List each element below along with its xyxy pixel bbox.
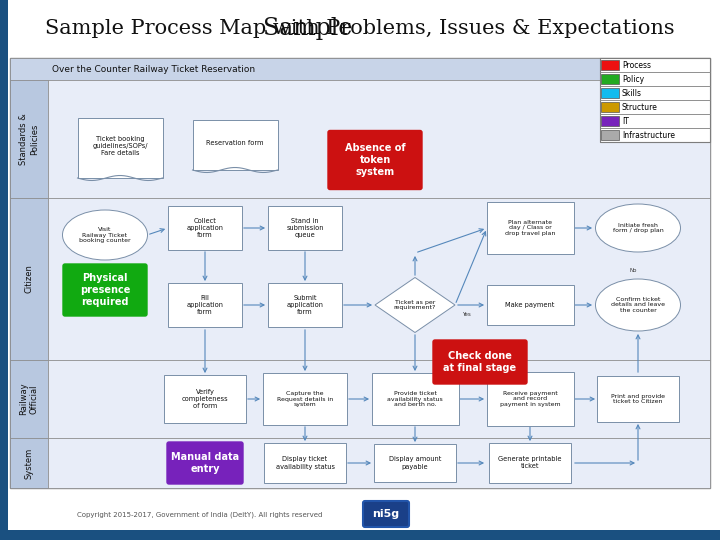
FancyBboxPatch shape bbox=[263, 373, 347, 425]
Bar bbox=[10, 360, 48, 438]
Text: Initiate fresh
form / drop plan: Initiate fresh form / drop plan bbox=[613, 222, 663, 233]
Bar bbox=[601, 60, 619, 70]
Bar bbox=[0, 530, 720, 540]
Text: Process: Process bbox=[622, 60, 651, 70]
Bar bbox=[600, 114, 710, 128]
Text: Manual data
entry: Manual data entry bbox=[171, 452, 239, 474]
Text: Visit
Railway Ticket
booking counter: Visit Railway Ticket booking counter bbox=[79, 227, 131, 244]
FancyBboxPatch shape bbox=[167, 442, 243, 484]
Text: Over the Counter Railway Ticket Reservation: Over the Counter Railway Ticket Reservat… bbox=[52, 64, 255, 73]
FancyBboxPatch shape bbox=[374, 444, 456, 482]
FancyBboxPatch shape bbox=[164, 375, 246, 423]
Bar bbox=[48, 80, 710, 198]
Text: Make payment: Make payment bbox=[505, 302, 554, 308]
Text: Collect
application
form: Collect application form bbox=[186, 218, 223, 238]
Text: Infrastructure: Infrastructure bbox=[622, 131, 675, 139]
FancyBboxPatch shape bbox=[192, 120, 277, 170]
Polygon shape bbox=[375, 278, 455, 333]
FancyBboxPatch shape bbox=[168, 206, 242, 250]
FancyBboxPatch shape bbox=[487, 202, 574, 254]
Ellipse shape bbox=[63, 210, 148, 260]
Bar bbox=[48, 198, 710, 360]
FancyBboxPatch shape bbox=[268, 206, 342, 250]
Bar bbox=[600, 128, 710, 142]
FancyBboxPatch shape bbox=[487, 372, 574, 426]
Text: Display ticket
availability status: Display ticket availability status bbox=[276, 456, 335, 469]
Bar bbox=[600, 100, 710, 114]
FancyBboxPatch shape bbox=[372, 373, 459, 425]
Bar bbox=[10, 438, 48, 488]
Text: Citizen: Citizen bbox=[24, 265, 34, 293]
Text: Absence of
token
system: Absence of token system bbox=[345, 144, 405, 177]
Text: Policy: Policy bbox=[622, 75, 644, 84]
Text: Copyright 2015-2017, Government of India (DeitY). All rights reserved: Copyright 2015-2017, Government of India… bbox=[77, 512, 323, 518]
FancyBboxPatch shape bbox=[487, 285, 574, 325]
Bar bbox=[10, 58, 710, 488]
Bar bbox=[601, 116, 619, 126]
FancyBboxPatch shape bbox=[597, 376, 679, 422]
Text: No: No bbox=[629, 267, 636, 273]
Text: Fill
application
form: Fill application form bbox=[186, 295, 223, 315]
Text: Ticket as per
requirement?: Ticket as per requirement? bbox=[394, 300, 436, 310]
Text: Ticket booking
guidelines/SOPs/
Fare details: Ticket booking guidelines/SOPs/ Fare det… bbox=[92, 136, 148, 156]
Text: Display amount
payable: Display amount payable bbox=[389, 456, 441, 469]
Text: Stand in
submission
queue: Stand in submission queue bbox=[287, 218, 324, 238]
FancyBboxPatch shape bbox=[433, 340, 527, 384]
Text: Receive payment
and record
payment in system: Receive payment and record payment in sy… bbox=[500, 391, 560, 407]
Bar bbox=[600, 72, 710, 86]
FancyBboxPatch shape bbox=[363, 501, 409, 527]
Text: Verify
completeness
of form: Verify completeness of form bbox=[181, 389, 228, 409]
Bar bbox=[601, 102, 619, 112]
Ellipse shape bbox=[595, 279, 680, 331]
Bar bbox=[10, 198, 48, 360]
Text: Submit
application
form: Submit application form bbox=[287, 295, 323, 315]
Text: Print and provide
ticket to Citizen: Print and provide ticket to Citizen bbox=[611, 394, 665, 404]
FancyBboxPatch shape bbox=[63, 264, 147, 316]
Text: Physical
presence
required: Physical presence required bbox=[80, 273, 130, 307]
Text: Skills: Skills bbox=[622, 89, 642, 98]
Text: Railway
Official: Railway Official bbox=[19, 383, 39, 415]
Bar bbox=[48, 438, 710, 488]
Text: Plan alternate
day / Class or
drop travel plan: Plan alternate day / Class or drop trave… bbox=[505, 220, 555, 237]
Bar bbox=[601, 88, 619, 98]
Text: IT: IT bbox=[622, 117, 629, 125]
Text: Capture the
Request details in
system: Capture the Request details in system bbox=[277, 391, 333, 407]
Text: Generate printable
ticket: Generate printable ticket bbox=[498, 456, 562, 469]
Text: System: System bbox=[24, 447, 34, 478]
Bar bbox=[600, 86, 710, 100]
Bar bbox=[601, 74, 619, 84]
FancyBboxPatch shape bbox=[264, 443, 346, 483]
Text: Check done
at final stage: Check done at final stage bbox=[444, 351, 516, 373]
Text: Standards &
Policies: Standards & Policies bbox=[19, 113, 39, 165]
Ellipse shape bbox=[595, 204, 680, 252]
Bar bbox=[601, 130, 619, 140]
Bar bbox=[600, 58, 710, 142]
Bar bbox=[600, 58, 710, 72]
Text: Structure: Structure bbox=[622, 103, 658, 111]
FancyBboxPatch shape bbox=[268, 283, 342, 327]
Bar bbox=[10, 80, 48, 198]
Text: Sample: Sample bbox=[263, 17, 360, 39]
Text: Sample Process Map with Problems, Issues & Expectations: Sample Process Map with Problems, Issues… bbox=[45, 18, 675, 37]
Text: Provide ticket
availability status
and berth no.: Provide ticket availability status and b… bbox=[387, 391, 443, 407]
Bar bbox=[0, 0, 8, 540]
Text: Yes: Yes bbox=[462, 313, 471, 318]
Bar bbox=[48, 360, 710, 438]
Bar bbox=[10, 58, 710, 80]
Text: Reservation form: Reservation form bbox=[206, 140, 264, 146]
FancyBboxPatch shape bbox=[328, 131, 422, 190]
FancyBboxPatch shape bbox=[168, 283, 242, 327]
Text: Confirm ticket
details and leave
the counter: Confirm ticket details and leave the cou… bbox=[611, 296, 665, 313]
FancyBboxPatch shape bbox=[78, 118, 163, 178]
Text: ni5g: ni5g bbox=[372, 509, 400, 519]
FancyBboxPatch shape bbox=[489, 443, 571, 483]
